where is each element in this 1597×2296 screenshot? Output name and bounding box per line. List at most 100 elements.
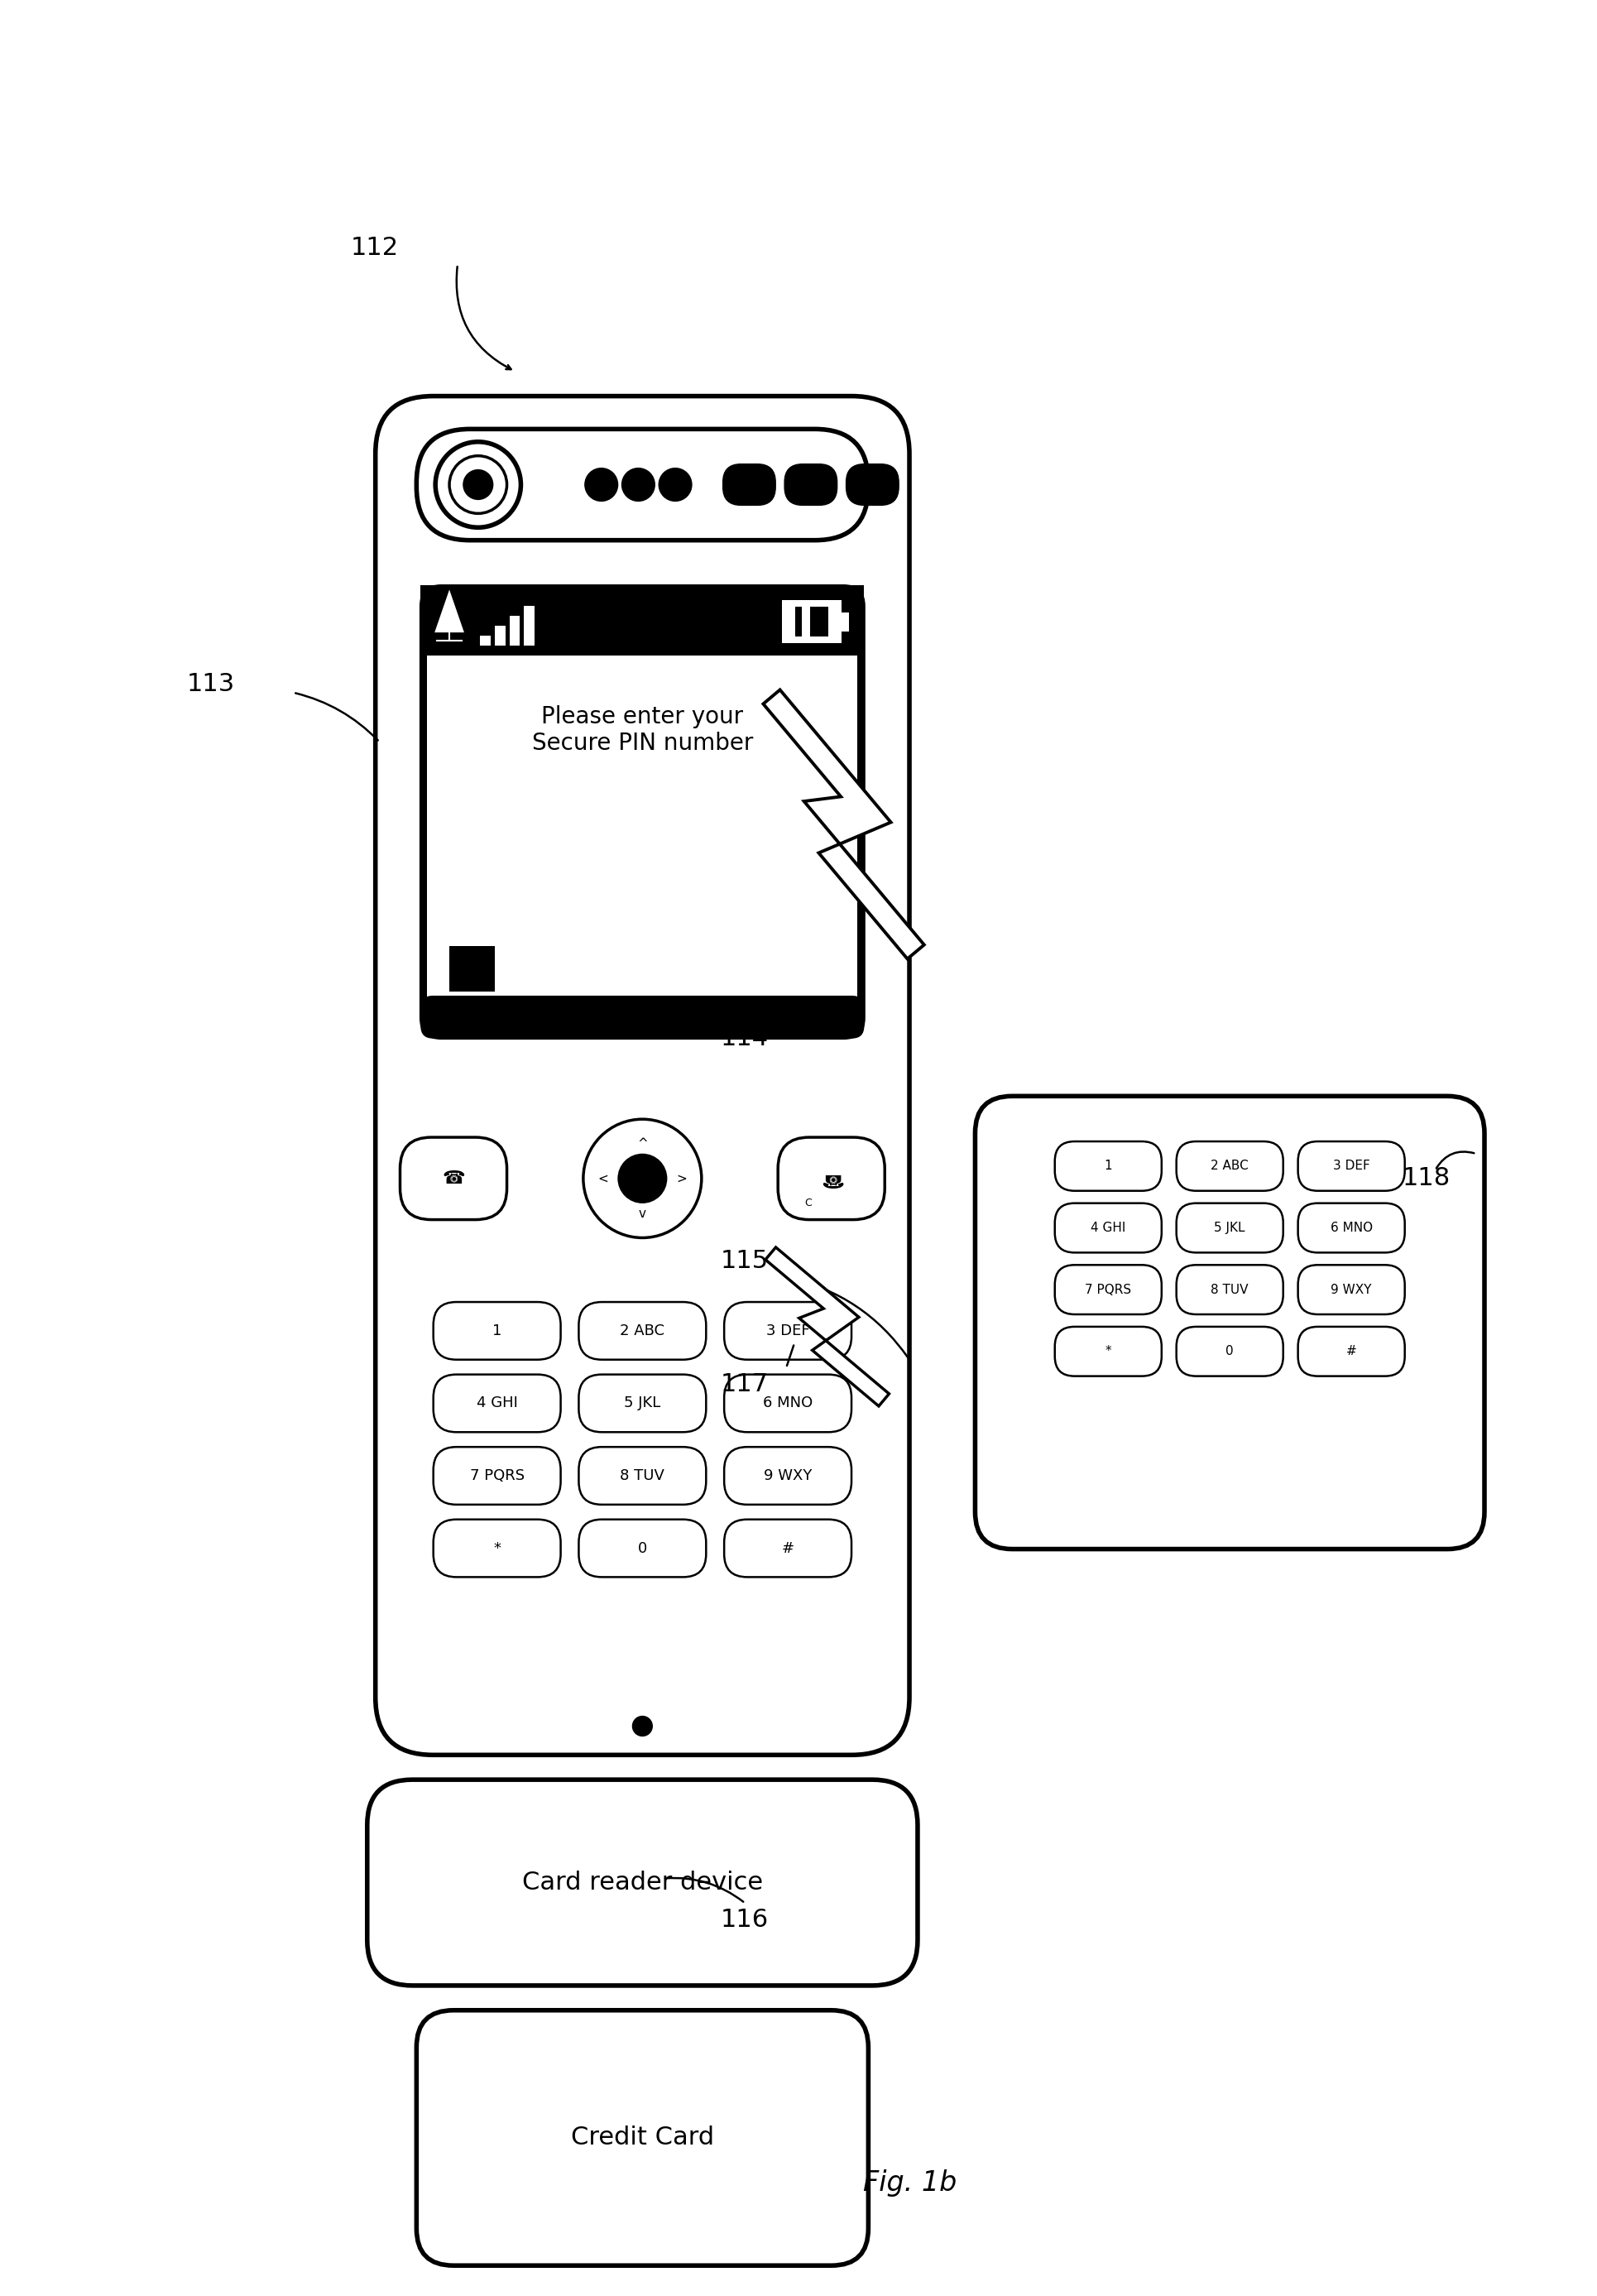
Text: 1: 1 <box>492 1322 501 1339</box>
Text: *: * <box>493 1541 501 1557</box>
FancyBboxPatch shape <box>723 1446 851 1504</box>
Bar <box>426 657 858 1029</box>
Circle shape <box>585 468 618 501</box>
Bar <box>783 599 842 643</box>
Bar <box>802 606 810 636</box>
FancyBboxPatch shape <box>723 1520 851 1577</box>
Bar <box>787 606 795 636</box>
FancyBboxPatch shape <box>1054 1327 1161 1375</box>
Text: 2 ABC: 2 ABC <box>620 1322 664 1339</box>
FancyBboxPatch shape <box>1054 1265 1161 1313</box>
Polygon shape <box>763 689 925 960</box>
FancyBboxPatch shape <box>433 1375 561 1433</box>
Text: 3 DEF: 3 DEF <box>767 1322 810 1339</box>
Circle shape <box>621 468 655 501</box>
Text: Fig. 1b: Fig. 1b <box>862 2170 957 2197</box>
FancyBboxPatch shape <box>578 1520 706 1577</box>
FancyBboxPatch shape <box>375 397 909 1754</box>
FancyBboxPatch shape <box>420 585 864 657</box>
Text: v: v <box>639 1208 647 1219</box>
Bar <box>787 606 829 636</box>
Text: 112: 112 <box>351 236 399 259</box>
Text: <: < <box>597 1173 608 1185</box>
FancyBboxPatch shape <box>433 1446 561 1504</box>
FancyBboxPatch shape <box>846 464 899 505</box>
Bar <box>842 613 848 631</box>
FancyBboxPatch shape <box>1177 1203 1282 1254</box>
FancyBboxPatch shape <box>417 429 869 540</box>
Text: 4 GHI: 4 GHI <box>1091 1221 1126 1233</box>
FancyBboxPatch shape <box>723 1302 851 1359</box>
Bar <box>524 606 535 645</box>
Text: 4 GHI: 4 GHI <box>476 1396 517 1410</box>
Circle shape <box>660 468 692 501</box>
FancyBboxPatch shape <box>578 1375 706 1433</box>
FancyBboxPatch shape <box>401 1137 506 1219</box>
Text: 5 JKL: 5 JKL <box>624 1396 661 1410</box>
Circle shape <box>583 1118 701 1238</box>
FancyBboxPatch shape <box>420 996 864 1038</box>
Polygon shape <box>434 590 465 631</box>
FancyBboxPatch shape <box>1298 1265 1405 1313</box>
Text: 5 JKL: 5 JKL <box>1214 1221 1246 1233</box>
Circle shape <box>436 441 521 528</box>
FancyBboxPatch shape <box>417 2011 869 2266</box>
Polygon shape <box>765 1247 890 1405</box>
Text: 6 MNO: 6 MNO <box>1330 1221 1372 1233</box>
Text: ☎: ☎ <box>442 1171 465 1187</box>
Text: #: # <box>1346 1345 1356 1357</box>
FancyBboxPatch shape <box>976 1095 1485 1550</box>
Text: 9 WXY: 9 WXY <box>763 1469 811 1483</box>
FancyBboxPatch shape <box>1177 1141 1282 1192</box>
Bar <box>509 615 521 645</box>
Text: 3 DEF: 3 DEF <box>1333 1159 1370 1173</box>
Text: 2 ABC: 2 ABC <box>1211 1159 1249 1173</box>
Text: Credit Card: Credit Card <box>570 2126 714 2149</box>
Text: ☎: ☎ <box>819 1171 843 1187</box>
FancyBboxPatch shape <box>1298 1141 1405 1192</box>
Text: 8 TUV: 8 TUV <box>1211 1283 1249 1295</box>
Text: 0: 0 <box>637 1541 647 1557</box>
FancyBboxPatch shape <box>433 1520 561 1577</box>
Text: ^: ^ <box>637 1137 648 1150</box>
Text: *: * <box>1105 1345 1112 1357</box>
FancyBboxPatch shape <box>723 464 776 505</box>
Circle shape <box>449 457 506 514</box>
FancyBboxPatch shape <box>433 1302 561 1359</box>
Text: 118: 118 <box>1402 1166 1450 1189</box>
Text: #: # <box>781 1541 794 1557</box>
FancyBboxPatch shape <box>1177 1265 1282 1313</box>
Text: >: > <box>676 1173 687 1185</box>
FancyBboxPatch shape <box>420 585 864 1038</box>
Bar <box>449 946 495 992</box>
FancyBboxPatch shape <box>784 464 837 505</box>
Circle shape <box>463 471 493 501</box>
FancyBboxPatch shape <box>1298 1203 1405 1254</box>
Text: 117: 117 <box>720 1373 768 1396</box>
FancyBboxPatch shape <box>1298 1327 1405 1375</box>
FancyBboxPatch shape <box>778 1137 885 1219</box>
Bar <box>495 627 505 645</box>
Text: Card reader device: Card reader device <box>522 1871 763 1894</box>
Text: 1: 1 <box>1104 1159 1112 1173</box>
Text: 0: 0 <box>1226 1345 1234 1357</box>
Text: Please enter your
Secure PIN number: Please enter your Secure PIN number <box>532 705 754 755</box>
Circle shape <box>632 1715 652 1736</box>
Text: C: C <box>805 1199 811 1208</box>
Text: 9 WXY: 9 WXY <box>1330 1283 1372 1295</box>
Text: 8 TUV: 8 TUV <box>620 1469 664 1483</box>
Text: 114: 114 <box>720 1026 768 1052</box>
FancyBboxPatch shape <box>578 1302 706 1359</box>
FancyBboxPatch shape <box>367 1779 918 1986</box>
Text: 7 PQRS: 7 PQRS <box>470 1469 524 1483</box>
Bar <box>479 636 490 645</box>
Text: 115: 115 <box>720 1249 768 1272</box>
FancyBboxPatch shape <box>723 1375 851 1433</box>
FancyBboxPatch shape <box>1054 1203 1161 1254</box>
FancyBboxPatch shape <box>1054 1141 1161 1192</box>
Text: 113: 113 <box>187 673 235 696</box>
Text: 7 PQRS: 7 PQRS <box>1084 1283 1131 1295</box>
Circle shape <box>618 1153 668 1203</box>
FancyBboxPatch shape <box>578 1446 706 1504</box>
FancyBboxPatch shape <box>1177 1327 1282 1375</box>
